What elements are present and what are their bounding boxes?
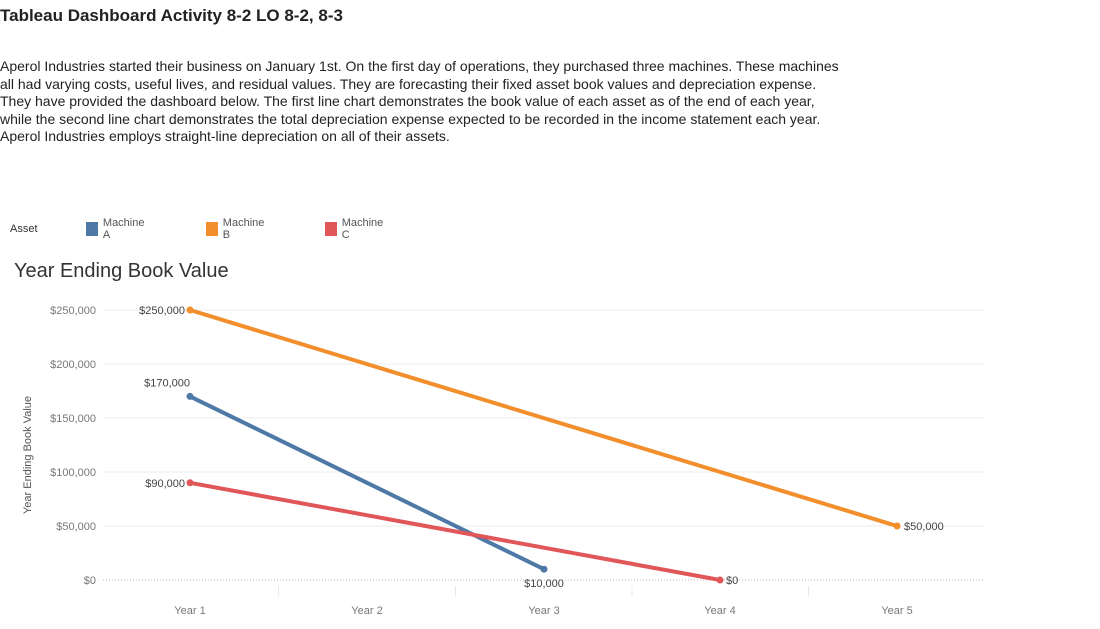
data-point xyxy=(716,576,724,584)
chart-title: Year Ending Book Value xyxy=(14,260,229,282)
legend-label: Machine A xyxy=(102,217,145,241)
y-tick-label: $250,000 xyxy=(50,305,96,317)
intro-line: all had varying costs, useful lives, and… xyxy=(0,75,817,92)
legend-swatch xyxy=(86,222,98,236)
data-point xyxy=(893,522,901,530)
data-label: $0 xyxy=(726,575,738,587)
intro-line: Aperol Industries employs straight-line … xyxy=(0,128,450,144)
intro-line: They have provided the dashboard below. … xyxy=(0,93,815,109)
data-point xyxy=(186,306,194,314)
legend-swatch xyxy=(325,222,337,236)
legend-item-machine-b[interactable]: Machine B xyxy=(206,217,267,241)
data-point xyxy=(186,479,194,487)
y-tick-label: $100,000 xyxy=(50,467,96,479)
y-axis-title: Year Ending Book Value xyxy=(22,396,34,514)
data-label: $170,000 xyxy=(144,377,190,389)
legend-item-machine-a[interactable]: Machine A xyxy=(86,217,147,241)
x-tick-label: Year 1 xyxy=(174,605,205,617)
data-label: $10,000 xyxy=(524,578,564,590)
legend-label: Machine C xyxy=(341,217,384,241)
data-label: $50,000 xyxy=(904,521,944,533)
y-tick-label: $150,000 xyxy=(50,413,96,425)
y-tick-label: $0 xyxy=(84,575,96,587)
data-label: $250,000 xyxy=(139,305,185,317)
legend-swatch xyxy=(206,222,218,236)
legend-item-machine-c[interactable]: Machine C xyxy=(325,217,386,241)
x-tick-label: Year 4 xyxy=(704,605,735,617)
x-tick-label: Year 3 xyxy=(528,605,559,617)
page-title: Tableau Dashboard Activity 8-2 LO 8-2, 8… xyxy=(0,6,343,25)
series-line-machine-a xyxy=(189,394,545,571)
data-point xyxy=(540,565,548,573)
y-tick-label: $200,000 xyxy=(50,359,96,371)
book-value-line-chart: $0 $50,000 $100,000 $150,000 $200,000 $250,00… xyxy=(22,305,985,617)
y-tick-label: $50,000 xyxy=(56,521,96,533)
intro-line: while the second line chart demonstrates… xyxy=(0,110,821,127)
legend-label: Machine B xyxy=(222,217,265,241)
intro-line: Aperol Industries started their business… xyxy=(0,58,839,74)
data-point xyxy=(186,392,194,400)
legend-title: Asset xyxy=(10,223,38,235)
intro-paragraph: Aperol Industries started their business… xyxy=(0,58,960,146)
series-line-machine-b xyxy=(189,308,898,528)
x-tick-label: Year 5 xyxy=(881,605,912,617)
series-line-machine-c xyxy=(189,480,721,582)
data-label: $90,000 xyxy=(145,478,185,490)
x-tick-label: Year 2 xyxy=(351,605,382,617)
